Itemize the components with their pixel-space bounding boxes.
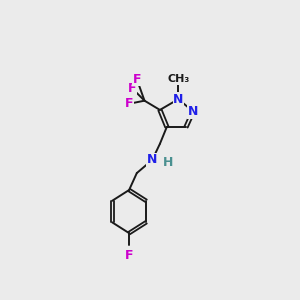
Text: N: N bbox=[188, 105, 198, 118]
Text: F: F bbox=[125, 249, 134, 262]
Text: N: N bbox=[173, 93, 184, 106]
Text: F: F bbox=[128, 82, 136, 95]
Text: N: N bbox=[147, 154, 158, 166]
Text: F: F bbox=[125, 97, 134, 110]
Text: H: H bbox=[162, 156, 173, 169]
Text: CH₃: CH₃ bbox=[167, 74, 190, 84]
Text: F: F bbox=[133, 73, 141, 85]
